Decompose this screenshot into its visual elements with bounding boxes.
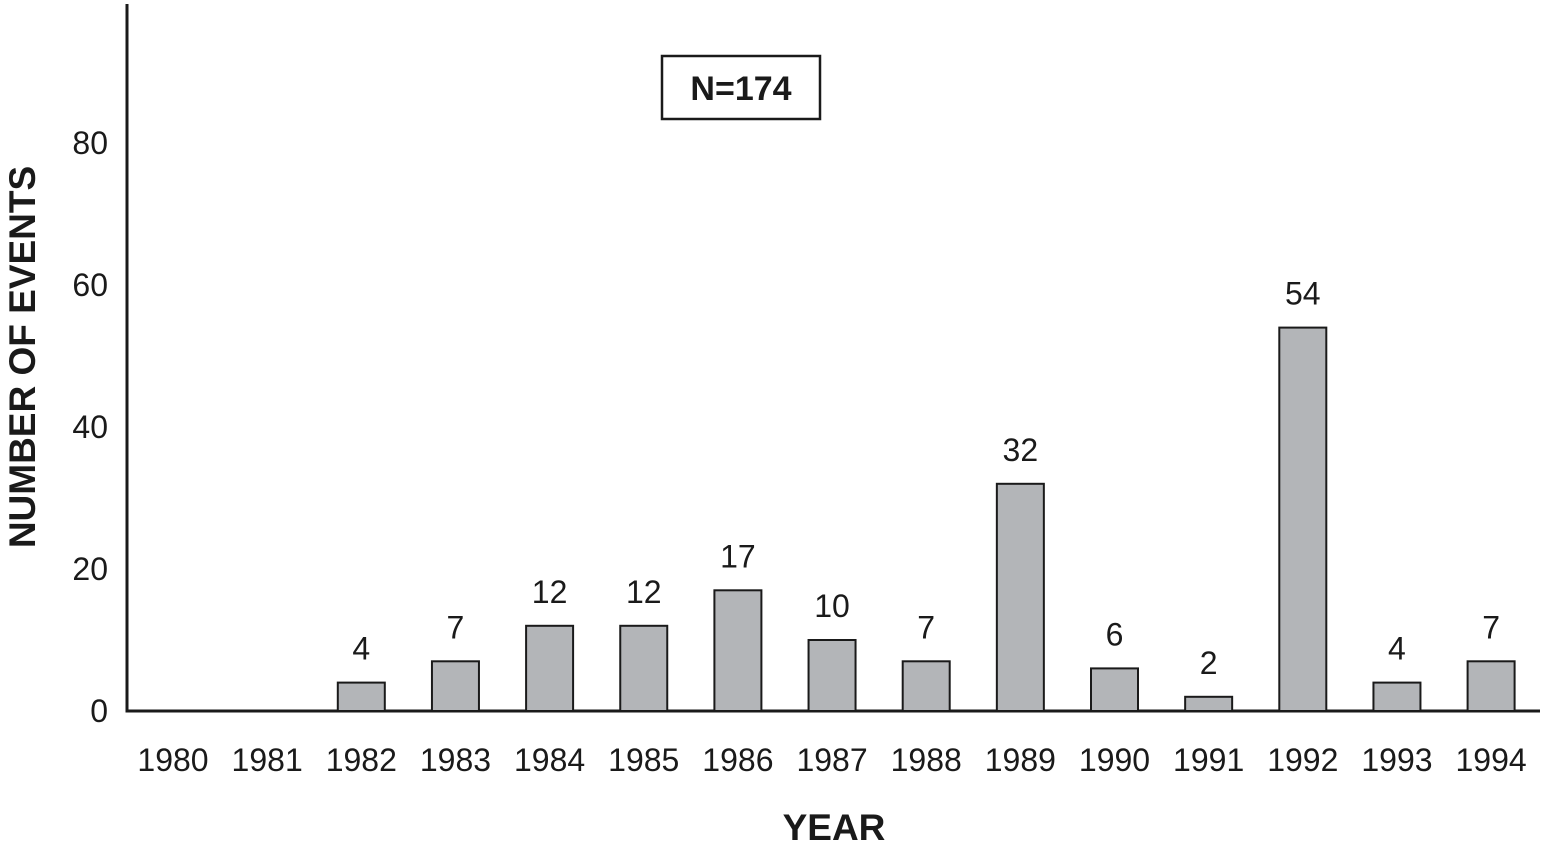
x-tick-label: 1994 (1456, 742, 1527, 778)
x-tick-label: 1991 (1173, 742, 1244, 778)
bar (1372, 681, 1422, 712)
data-label: 12 (532, 574, 568, 610)
data-label: 6 (1106, 616, 1124, 652)
x-tick-label: 1989 (985, 742, 1056, 778)
bar (1090, 667, 1139, 713)
bar (995, 482, 1045, 712)
bar (807, 639, 857, 712)
bar (713, 589, 763, 712)
data-label: 4 (1388, 631, 1406, 667)
bar (1278, 326, 1328, 712)
x-tick-label: 1992 (1267, 742, 1338, 778)
bar (336, 681, 386, 712)
x-tick-label: 1990 (1079, 742, 1150, 778)
data-label: 12 (626, 574, 662, 610)
bar (901, 660, 951, 712)
data-label: 54 (1285, 276, 1321, 312)
data-label: 7 (447, 609, 465, 645)
x-tick-label: 1981 (232, 742, 303, 778)
bar (1466, 660, 1516, 712)
data-label: 10 (814, 588, 850, 624)
bar (430, 660, 480, 712)
x-tick-labels: 1980 1981 1982 1983 1984 1985 1986 1987 1988 1989… (137, 742, 1526, 778)
data-label: 4 (352, 631, 370, 667)
annotation-text: N=174 (690, 70, 791, 108)
bar (1184, 695, 1234, 712)
x-axis-title: YEAR (783, 807, 886, 843)
y-tick-label: 60 (72, 267, 108, 303)
x-tick-label: 1985 (608, 742, 679, 778)
x-tick-label: 1986 (702, 742, 773, 778)
x-tick-label: 1980 (137, 742, 208, 778)
data-labels: 4 7 12 12 17 10 7 32 6 2 54 4 7 (352, 276, 1500, 681)
x-tick-label: 1987 (796, 742, 867, 778)
sample-size-annotation: N=174 (660, 54, 822, 121)
bar (525, 624, 575, 712)
y-tick-label: 0 (90, 693, 108, 729)
y-axis-title: NUMBER OF EVENTS (2, 166, 43, 548)
bar (619, 624, 669, 712)
data-label: 7 (1482, 609, 1500, 645)
bar-series (336, 326, 1516, 713)
x-tick-label: 1984 (514, 742, 585, 778)
data-label: 32 (1003, 432, 1039, 468)
y-tick-labels: 0 20 40 60 80 (72, 125, 108, 729)
y-tick-label: 80 (72, 125, 108, 161)
data-label: 7 (917, 609, 935, 645)
y-tick-label: 40 (72, 409, 108, 445)
x-tick-label: 1988 (891, 742, 962, 778)
y-tick-label: 20 (72, 551, 108, 587)
data-label: 2 (1200, 645, 1218, 681)
x-tick-label: 1983 (420, 742, 491, 778)
x-tick-label: 1993 (1361, 742, 1432, 778)
data-label: 17 (720, 538, 756, 574)
annotation-frame (660, 54, 822, 121)
x-tick-label: 1982 (326, 742, 397, 778)
